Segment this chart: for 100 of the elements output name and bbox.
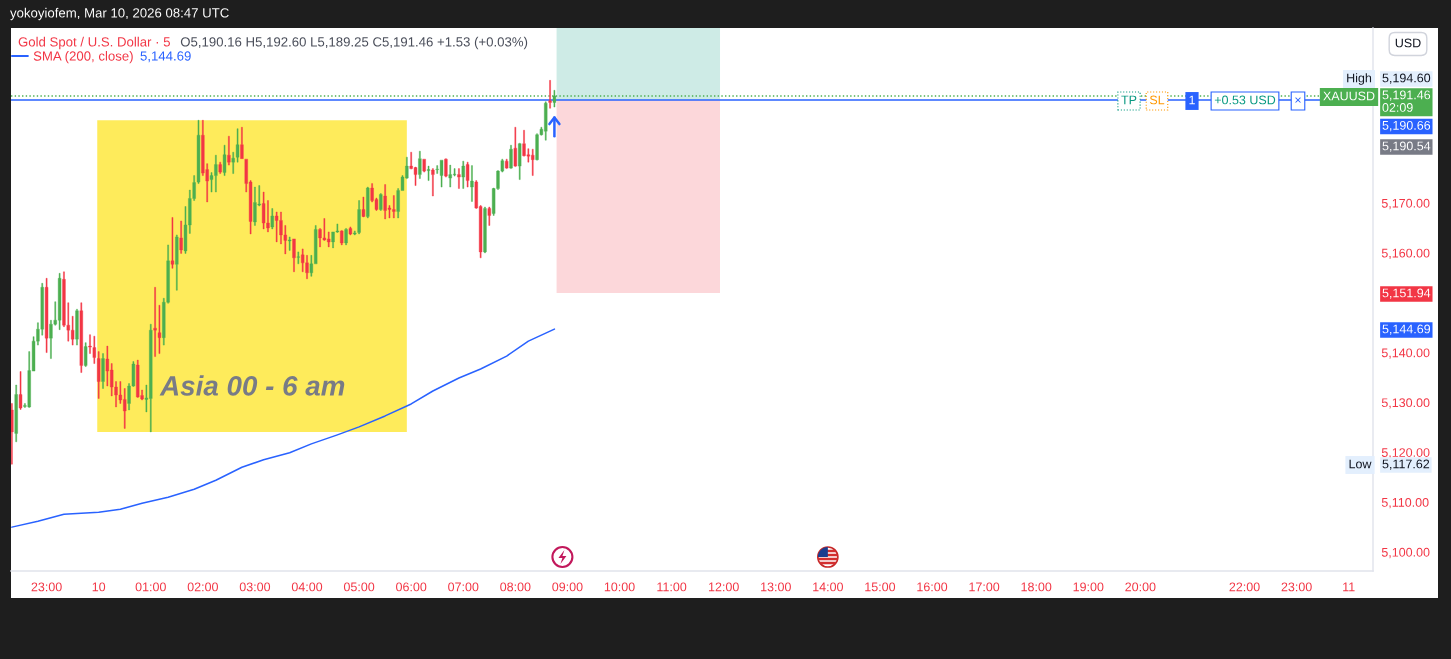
candlestick: [461, 160, 465, 189]
text: 5,144.69: [1382, 324, 1431, 335]
candlestick: [483, 206, 487, 254]
y-tick-label: 5,170.00: [1381, 198, 1430, 210]
candlestick: [179, 220, 183, 254]
candlestick: [136, 359, 140, 398]
annotation: 5,144.69: [140, 51, 191, 63]
candlestick: [465, 161, 470, 188]
ref-line-label: 5,190.66: [1382, 120, 1431, 132]
y-tick-label: 5,110.00: [1381, 497, 1429, 509]
candlestick: [288, 236, 292, 251]
x-tick-label: 15:00: [865, 582, 896, 592]
candlestick: [218, 161, 222, 174]
x-tick-label: 06:00: [396, 582, 427, 592]
candlestick: [361, 196, 366, 218]
band-label: Asia 00 - 6 am: [159, 375, 345, 396]
text: 5,190.54: [1382, 141, 1431, 152]
text: 5,117.62: [1382, 459, 1430, 470]
candlestick: [44, 278, 49, 353]
x-tick-label: 09:00: [552, 582, 583, 592]
candlestick: [84, 342, 88, 367]
text: 5,194.60: [1382, 73, 1431, 84]
candlestick: [57, 273, 62, 330]
candlestick: [79, 302, 83, 373]
x-tick-label: 23:00: [31, 582, 62, 592]
y-tick-label: 5,130.00: [1381, 398, 1430, 409]
candlestick: [513, 127, 517, 167]
candlestick: [487, 206, 491, 226]
x-tick-label: 19:00: [1073, 582, 1104, 592]
candlestick: [253, 186, 257, 226]
annotation: XAUUSD: [1323, 91, 1375, 101]
candlestick: [18, 371, 23, 410]
ref-line-label: 5,191.46 02:09: [1382, 90, 1431, 112]
candlestick: [344, 228, 348, 246]
candlestick: [348, 226, 353, 236]
annotation: High: [1347, 73, 1372, 85]
x-tick-label: 03:00: [239, 582, 271, 592]
y-tick-label: 5,160.00: [1381, 248, 1430, 260]
x-tick-label: 05:00: [343, 582, 375, 592]
text: 5,151.94: [1382, 288, 1431, 299]
candlestick: [270, 208, 274, 230]
x-tick-label: 07:00: [448, 582, 479, 592]
candlestick: [439, 159, 444, 188]
candlestick: [170, 217, 175, 269]
y-tick-label: 5,100.00: [1381, 547, 1430, 559]
x-tick-label: 08:00: [500, 582, 531, 592]
candlestick: [340, 230, 344, 246]
x-tick-label: 20:00: [1125, 582, 1156, 592]
candlestick: [457, 168, 461, 189]
annotation: 1: [1189, 95, 1195, 105]
x-tick-label: 17:00: [969, 582, 1000, 592]
annotation: TP: [1121, 95, 1137, 105]
x-tick-label: 13:00: [761, 582, 791, 592]
candlestick: [222, 144, 227, 176]
candlestick: [418, 150, 422, 179]
candlestick: [75, 309, 79, 346]
x-tick-label: 22:00: [1229, 582, 1260, 592]
candlestick: [357, 200, 361, 235]
x-tick-label: 10: [92, 582, 106, 592]
text: USD: [1395, 38, 1421, 48]
x-tick-label: 11:00: [657, 582, 687, 592]
candlestick: [379, 193, 383, 211]
x-tick-label: 16:00: [917, 582, 948, 592]
text: O5,190.16 H5,192.60 L5,189.25 C5,191.46 +1.53 (+0.03%): [180, 36, 528, 50]
text: Gold Spot / U.S. Dollar · 5: [18, 36, 170, 50]
x-tick-label: 02:00: [187, 582, 218, 592]
x-tick-label: 18:00: [1021, 582, 1052, 592]
text: yokoyiofem, Mar 10, 2026 08:47 UTC: [10, 7, 229, 21]
x-tick-label: 01:00: [135, 582, 166, 592]
candlestick: [470, 165, 474, 202]
candlestick: [292, 238, 296, 273]
candlestick: [101, 353, 105, 389]
candlestick: [14, 384, 18, 443]
x-tick-label: 11: [1343, 582, 1355, 592]
candlestick: [518, 142, 522, 180]
candlestick: [422, 158, 426, 173]
candlestick: [366, 186, 370, 219]
y-tick-label: 5,140.00: [1381, 348, 1430, 359]
candlestick: [175, 234, 179, 291]
candlestick: [227, 135, 231, 166]
candlestick: [11, 403, 14, 465]
annotation: +0.53 USD: [1214, 95, 1276, 105]
x-tick-label: 12:00: [709, 582, 739, 592]
annotation: SL: [1149, 95, 1165, 105]
candlestick: [505, 158, 509, 169]
candlestick: [431, 168, 435, 197]
x-tick-label: 04:00: [291, 582, 323, 592]
legend-label: SMA (200, close): [33, 51, 133, 64]
y-tick-label: 5,120.00: [1381, 448, 1430, 459]
candlestick: [444, 158, 448, 178]
candlestick: [548, 80, 552, 109]
candlestick: [426, 165, 431, 181]
x-tick-label: 14:00: [813, 582, 844, 592]
line-series: [11, 328, 556, 528]
annotation: Low: [1349, 459, 1372, 469]
candlestick: [274, 211, 279, 243]
x-tick-label: 23:00: [1281, 582, 1312, 592]
x-tick-label: 10:00: [604, 582, 635, 592]
candlestick: [261, 191, 266, 230]
candlestick: [296, 251, 300, 265]
